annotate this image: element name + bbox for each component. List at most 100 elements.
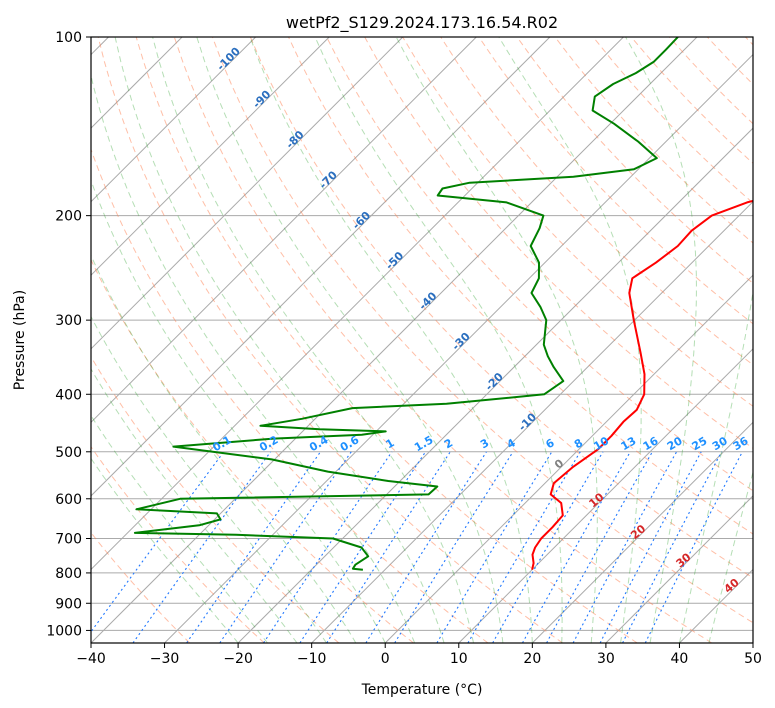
isotherm-line <box>531 421 753 643</box>
y-axis-label: Pressure (hPa) <box>12 290 28 390</box>
isotherm-line <box>91 37 624 571</box>
moist-adiabat-line <box>152 37 474 643</box>
y-tick-label: 1000 <box>46 623 82 639</box>
y-tick-label: 500 <box>55 445 82 461</box>
mixing-ratio-line <box>219 451 352 643</box>
moist-adiabat-line <box>91 457 239 643</box>
moist-adiabat-line <box>314 37 563 643</box>
moist-adiabat-line <box>91 368 298 643</box>
x-axis-label: Temperature (°C) <box>361 682 483 698</box>
moist-adiabat-line <box>91 254 357 643</box>
moist-adiabat-line <box>91 178 386 643</box>
y-tick-label: 900 <box>55 596 82 612</box>
moist-adiabat-line <box>498 37 642 643</box>
dry-adiabat-label: -10 <box>516 410 539 433</box>
mixing-ratio-line <box>492 451 604 643</box>
dry-adiabat-line <box>211 37 753 624</box>
isotherm-line <box>91 37 477 424</box>
dry-adiabat-label: -90 <box>250 88 273 111</box>
isotherm-line <box>91 37 404 350</box>
dry-adiabat-line <box>135 37 638 643</box>
moist-adiabat-line <box>708 470 753 643</box>
moist-adiabat-line <box>114 37 445 643</box>
dry-adiabat-line <box>91 445 265 643</box>
isotherm-line <box>458 348 753 643</box>
y-tick-label: 200 <box>55 209 82 225</box>
dry-adiabat-line <box>91 148 489 643</box>
dry-adiabat-label: -30 <box>450 330 473 353</box>
dry-adiabat-line <box>249 37 753 579</box>
moist-adiabat-label: 40 <box>722 576 742 596</box>
moist-adiabat-line <box>678 289 753 643</box>
x-tick-label: −10 <box>297 651 327 667</box>
x-tick-label: −30 <box>150 651 180 667</box>
moist-adiabat-line <box>625 37 697 643</box>
dry-adiabat-line <box>97 37 563 643</box>
mixing-ratio-label: 1.5 <box>412 433 435 454</box>
mixing-ratio-label: 25 <box>690 434 710 453</box>
wetbulb-line <box>0 142 17 644</box>
x-tick-label: 40 <box>671 651 689 667</box>
y-tick-label: 300 <box>55 313 82 329</box>
dry-adiabat-label: -60 <box>350 209 373 232</box>
dry-adiabat-line <box>91 258 414 643</box>
isotherm-line <box>91 37 330 276</box>
dry-adiabat-line <box>288 37 753 535</box>
dry-adiabat-label: -80 <box>283 128 306 151</box>
dry-adiabat-line <box>516 37 753 284</box>
x-tick-label: 10 <box>450 651 468 667</box>
dry-adiabat-line <box>326 37 753 492</box>
mixing-ratio-label: 16 <box>641 434 661 453</box>
moist-adiabat-line <box>196 37 504 643</box>
moist-adiabat-label: 20 <box>628 522 648 542</box>
isotherm-line <box>752 642 753 643</box>
moist-adiabat-line <box>91 73 416 643</box>
dry-adiabat-label: -50 <box>383 249 406 272</box>
mixing-ratio-line <box>622 451 723 643</box>
dry-adiabat-label: -100 <box>214 45 243 74</box>
moist-adiabat-line <box>91 414 268 643</box>
mixing-ratio-line <box>644 451 743 643</box>
mixing-ratio-label: 36 <box>731 434 751 453</box>
x-tick-label: 0 <box>381 651 390 667</box>
y-tick-label: 700 <box>55 532 82 548</box>
mixing-ratio-line <box>522 451 631 643</box>
isotherm-line <box>91 37 698 643</box>
mixing-ratio-line <box>467 451 581 643</box>
mixing-ratio-label: 3 <box>478 436 491 451</box>
isotherm-line <box>384 274 753 643</box>
x-tick-label: 50 <box>744 651 762 667</box>
chart-title: wetPf2_S129.2024.173.16.54.R02 <box>286 13 558 33</box>
mixing-ratio-line <box>546 451 653 643</box>
temperature-profile-line <box>531 199 753 570</box>
y-tick-label: 800 <box>55 566 82 582</box>
isotherm-line <box>605 495 753 643</box>
moist-adiabat-label: 30 <box>674 550 694 570</box>
mixing-ratio-label: 8 <box>572 436 585 451</box>
mixing-ratio-line <box>572 451 678 643</box>
x-tick-label: −40 <box>76 651 106 667</box>
moist-adiabat-label: 10 <box>586 490 606 510</box>
plot-frame <box>90 36 754 644</box>
isotherm-line <box>91 37 257 203</box>
isotherm-line <box>164 53 753 643</box>
isotherm-line <box>237 127 753 643</box>
mixing-ratio-line <box>436 451 553 643</box>
x-tick-label: 30 <box>597 651 615 667</box>
mixing-ratio-line <box>394 451 514 643</box>
dry-adiabat-line <box>91 531 191 643</box>
y-tick-label: 400 <box>55 387 82 403</box>
dry-adiabat-line <box>745 37 753 46</box>
y-tick-label: 600 <box>55 492 82 508</box>
x-tick-label: 20 <box>523 651 541 667</box>
moist-adiabat-line <box>395 37 598 643</box>
isotherm-line <box>91 37 551 497</box>
dry-adiabat-label: -20 <box>483 370 506 393</box>
isotherm-line <box>679 568 753 643</box>
mixing-ratio-line <box>186 451 321 643</box>
mixing-ratio-label: 13 <box>619 434 639 453</box>
mixing-ratio-line <box>132 451 272 643</box>
mixing-ratio-line <box>91 451 225 633</box>
